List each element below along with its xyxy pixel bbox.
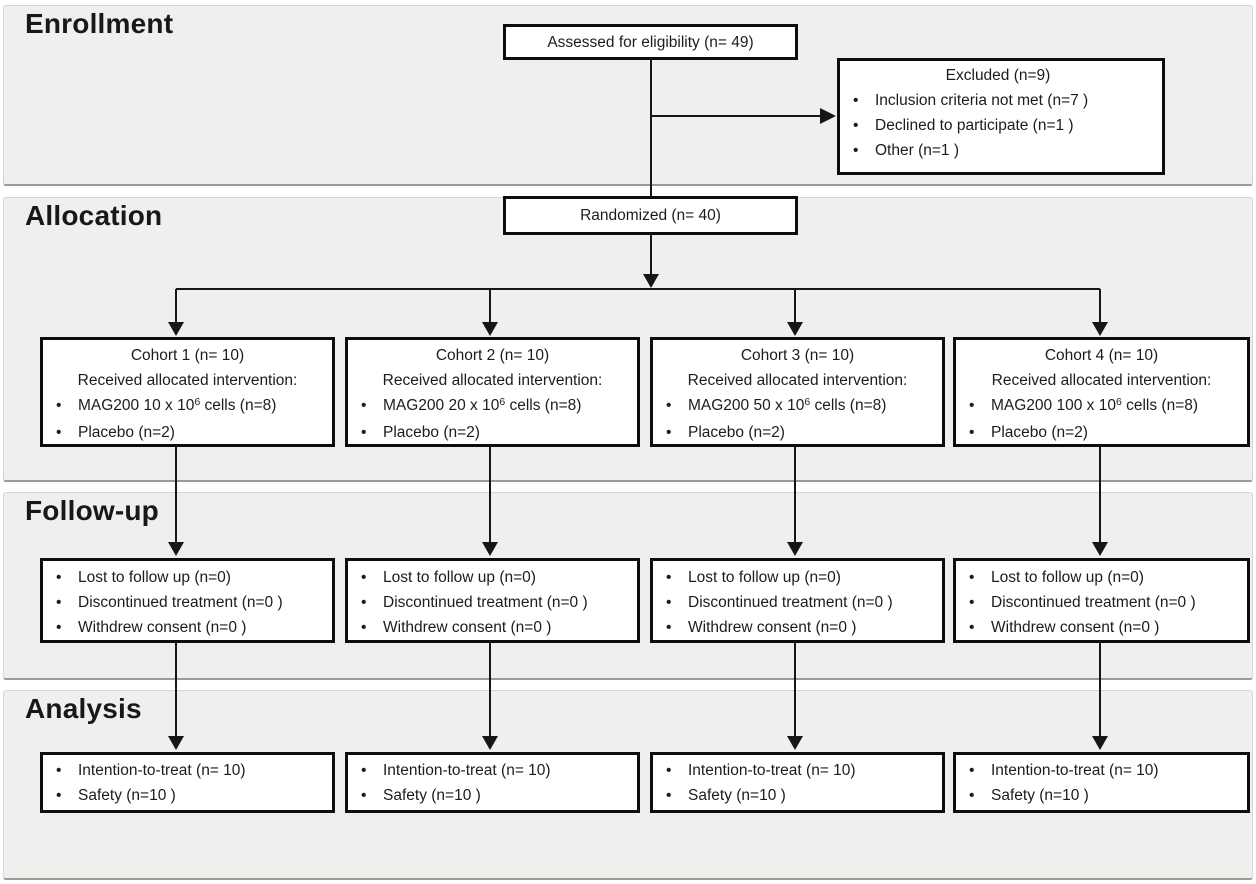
assessed-eligibility-box: Assessed for eligibility (n= 49)	[503, 24, 798, 60]
cohort-subtitle: Received allocated intervention:	[687, 372, 908, 389]
dose-suffix: cells (n=8)	[1121, 397, 1199, 414]
followup-item: Lost to follow up (n=0)	[956, 565, 1247, 590]
followup-list: Lost to follow up (n=0) Discontinued tre…	[348, 565, 637, 640]
cohort-title: Cohort 2 (n= 10)	[435, 347, 550, 364]
followup-3-box: Lost to follow up (n=0) Discontinued tre…	[650, 558, 945, 643]
followup-list: Lost to follow up (n=0) Discontinued tre…	[956, 565, 1247, 640]
randomized-text: Randomized (n= 40)	[580, 207, 721, 224]
dose-suffix: cells (n=8)	[810, 397, 887, 414]
cohort-1-box: Cohort 1 (n= 10) Received allocated inte…	[40, 337, 335, 447]
followup-item: Discontinued treatment (n=0 )	[653, 590, 942, 615]
followup-list: Lost to follow up (n=0) Discontinued tre…	[653, 565, 942, 640]
analysis-item: Safety (n=10 )	[43, 783, 332, 808]
cohort-dose-item: MAG200 10 x 106 cells (n=8)	[43, 393, 332, 420]
followup-item: Discontinued treatment (n=0 )	[43, 590, 332, 615]
dose-exponent: 6	[804, 396, 811, 408]
analysis-list: Intention-to-treat (n= 10) Safety (n=10 …	[348, 758, 637, 808]
cohort-dose-item: MAG200 20 x 106 cells (n=8)	[348, 393, 637, 420]
analysis-list: Intention-to-treat (n= 10) Safety (n=10 …	[43, 758, 332, 808]
randomized-box: Randomized (n= 40)	[503, 196, 798, 235]
cohort-list: MAG200 20 x 106 cells (n=8) Placebo (n=2…	[348, 393, 637, 445]
analysis-list: Intention-to-treat (n= 10) Safety (n=10 …	[653, 758, 942, 808]
followup-4-box: Lost to follow up (n=0) Discontinued tre…	[953, 558, 1250, 643]
excluded-list: Inclusion criteria not met (n=7 ) Declin…	[840, 88, 1156, 163]
analysis-item: Intention-to-treat (n= 10)	[43, 758, 332, 783]
followup-item: Discontinued treatment (n=0 )	[956, 590, 1247, 615]
cohort-title: Cohort 3 (n= 10)	[740, 347, 855, 364]
section-label-analysis: Analysis	[25, 693, 142, 724]
cohort-placebo-item: Placebo (n=2)	[43, 420, 332, 445]
excluded-item: Inclusion criteria not met (n=7 )	[840, 88, 1156, 113]
cohort-placebo-item: Placebo (n=2)	[348, 420, 637, 445]
cohort-list: MAG200 50 x 106 cells (n=8) Placebo (n=2…	[653, 393, 942, 445]
dose-exponent: 6	[194, 396, 201, 408]
excluded-box: Excluded (n=9) Inclusion criteria not me…	[837, 58, 1165, 175]
analysis-3-box: Intention-to-treat (n= 10) Safety (n=10 …	[650, 752, 945, 813]
assessed-eligibility-text: Assessed for eligibility (n= 49)	[547, 33, 754, 51]
followup-1-box: Lost to follow up (n=0) Discontinued tre…	[40, 558, 335, 643]
section-label-allocation: Allocation	[25, 200, 163, 231]
cohort-2-box: Cohort 2 (n= 10) Received allocated inte…	[345, 337, 640, 447]
followup-item: Withdrew consent (n=0 )	[43, 615, 332, 640]
analysis-item: Safety (n=10 )	[348, 783, 637, 808]
cohort-4-box: Cohort 4 (n= 10) Received allocated inte…	[953, 337, 1250, 447]
followup-item: Withdrew consent (n=0 )	[348, 615, 637, 640]
cohort-list: MAG200 100 x 106 cells (n=8) Placebo (n=…	[956, 393, 1247, 445]
dose-prefix: MAG200 20 x 10	[383, 397, 500, 414]
followup-list: Lost to follow up (n=0) Discontinued tre…	[43, 565, 332, 640]
cohort-title: Cohort 1 (n= 10)	[130, 347, 245, 364]
cohort-subtitle: Received allocated intervention:	[991, 372, 1212, 389]
analysis-item: Intention-to-treat (n= 10)	[956, 758, 1247, 783]
cohort-subtitle: Received allocated intervention:	[382, 372, 603, 389]
dose-suffix: cells (n=8)	[200, 397, 277, 414]
cohort-subtitle: Received allocated intervention:	[77, 372, 298, 389]
analysis-item: Safety (n=10 )	[956, 783, 1247, 808]
followup-item: Discontinued treatment (n=0 )	[348, 590, 637, 615]
cohort-placebo-item: Placebo (n=2)	[653, 420, 942, 445]
cohort-dose-item: MAG200 50 x 106 cells (n=8)	[653, 393, 942, 420]
followup-item: Lost to follow up (n=0)	[348, 565, 637, 590]
dose-exponent: 6	[499, 396, 506, 408]
analysis-item: Intention-to-treat (n= 10)	[348, 758, 637, 783]
followup-2-box: Lost to follow up (n=0) Discontinued tre…	[345, 558, 640, 643]
followup-item: Withdrew consent (n=0 )	[653, 615, 942, 640]
dose-prefix: MAG200 100 x 10	[991, 397, 1116, 414]
dose-suffix: cells (n=8)	[505, 397, 582, 414]
followup-item: Lost to follow up (n=0)	[653, 565, 942, 590]
analysis-item: Intention-to-treat (n= 10)	[653, 758, 942, 783]
section-label-enrollment: Enrollment	[25, 8, 174, 39]
followup-item: Withdrew consent (n=0 )	[956, 615, 1247, 640]
dose-prefix: MAG200 50 x 10	[688, 397, 805, 414]
cohort-list: MAG200 10 x 106 cells (n=8) Placebo (n=2…	[43, 393, 332, 445]
excluded-title: Excluded (n=9)	[945, 67, 1051, 84]
cohort-dose-item: MAG200 100 x 106 cells (n=8)	[956, 393, 1247, 420]
section-label-followup: Follow-up	[25, 495, 159, 526]
dose-exponent: 6	[1115, 396, 1122, 408]
analysis-list: Intention-to-treat (n= 10) Safety (n=10 …	[956, 758, 1247, 808]
analysis-1-box: Intention-to-treat (n= 10) Safety (n=10 …	[40, 752, 335, 813]
excluded-item: Declined to participate (n=1 )	[840, 113, 1156, 138]
analysis-4-box: Intention-to-treat (n= 10) Safety (n=10 …	[953, 752, 1250, 813]
analysis-2-box: Intention-to-treat (n= 10) Safety (n=10 …	[345, 752, 640, 813]
dose-prefix: MAG200 10 x 10	[78, 397, 195, 414]
cohort-3-box: Cohort 3 (n= 10) Received allocated inte…	[650, 337, 945, 447]
cohort-placebo-item: Placebo (n=2)	[956, 420, 1247, 445]
analysis-item: Safety (n=10 )	[653, 783, 942, 808]
excluded-item: Other (n=1 )	[840, 138, 1156, 163]
cohort-title: Cohort 4 (n= 10)	[1044, 347, 1159, 364]
followup-item: Lost to follow up (n=0)	[43, 565, 332, 590]
